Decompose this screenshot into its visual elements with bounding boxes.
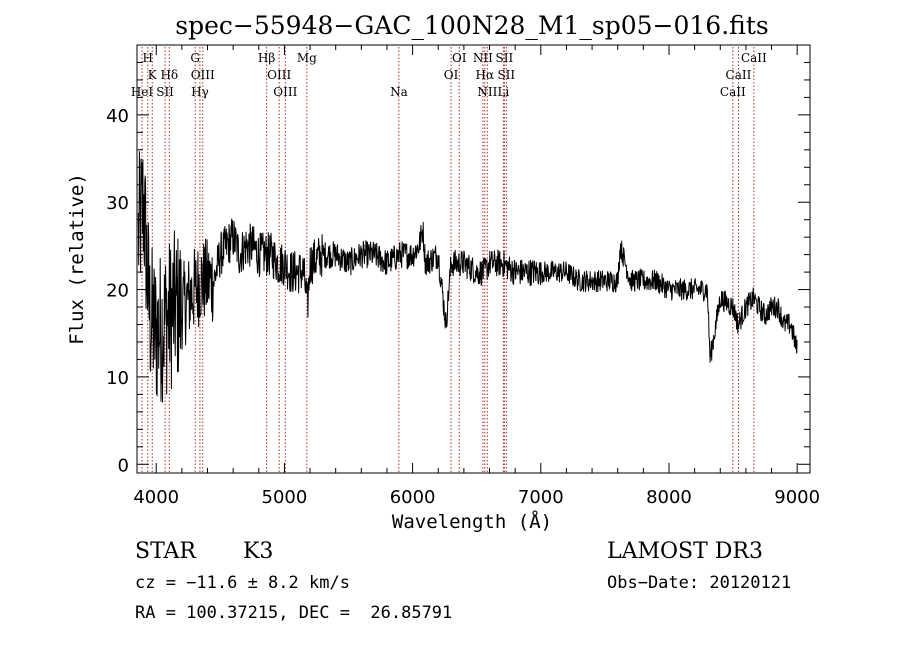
spectral-line-label: SII [497,68,515,82]
survey-name: LAMOST DR3 [607,539,763,564]
spectral-line-label: OI [452,51,467,65]
y-axis-label: Flux (relative) [66,173,88,345]
x-tick-label: 6000 [390,487,436,508]
spectral-line-label: CaII [726,68,752,82]
spectral-line-label: Hγ [191,85,209,99]
spectral-line-markers [141,47,755,473]
spectral-line-label: K [148,68,158,82]
spectral-line-label: OI [444,68,459,82]
spectral-line-label: NII [477,85,497,99]
x-tick-label: 8000 [646,487,692,508]
spectral-line-label: Na [390,85,408,99]
object-class: STAR [135,539,196,564]
spectral-line-label: SII [496,51,514,65]
spectral-line-label: OIII [267,68,291,82]
spectrum-line [137,151,798,403]
plot-frame [136,44,811,474]
spectral-line-label: CaII [720,85,746,99]
y-tick-label: 40 [106,106,129,127]
spectral-line-label: OIII [273,85,297,99]
chart-title: spec−55948−GAC_100N28_M1_sp05−016.fits [175,11,768,40]
spectral-line-label: Hδ [160,68,178,82]
y-tick-label: 0 [118,455,129,476]
spectral-line-label: Li [497,85,509,99]
y-tick-label: 30 [106,193,129,214]
coordinates: RA = 100.37215, DEC = 26.85791 [135,603,453,623]
spectral-line-label: G [190,51,200,65]
redshift-readout: cz = −11.6 ± 8.2 km/s [135,573,350,593]
spectral-line-label: NII [473,51,493,65]
spectral-line-label: HeI [131,85,154,99]
spectral-line-label: Mg [297,51,317,65]
x-tick-label: 7000 [518,487,564,508]
x-tick-label: 4000 [133,487,179,508]
spectral-line-label: OIII [191,68,215,82]
y-tick-label: 10 [106,368,129,389]
x-axis-label: Wavelength (Å) [392,510,552,533]
y-tick-label: 20 [106,281,129,302]
spectral-line-label: Hα [475,68,494,82]
spectral-line-label: Hβ [258,51,275,65]
x-axis: 4000 5000 6000 7000 8000 9000 [133,45,820,508]
spectral-line-label: CaII [741,51,767,65]
spectral-line-label: SII [156,85,174,99]
x-tick-label: 5000 [262,487,308,508]
object-subclass: K3 [243,539,274,564]
spectral-line-label: H [143,51,153,65]
y-axis: 0 10 20 30 40 [106,61,810,476]
x-tick-label: 9000 [774,487,820,508]
obs-date: Obs−Date: 20120121 [607,573,792,593]
